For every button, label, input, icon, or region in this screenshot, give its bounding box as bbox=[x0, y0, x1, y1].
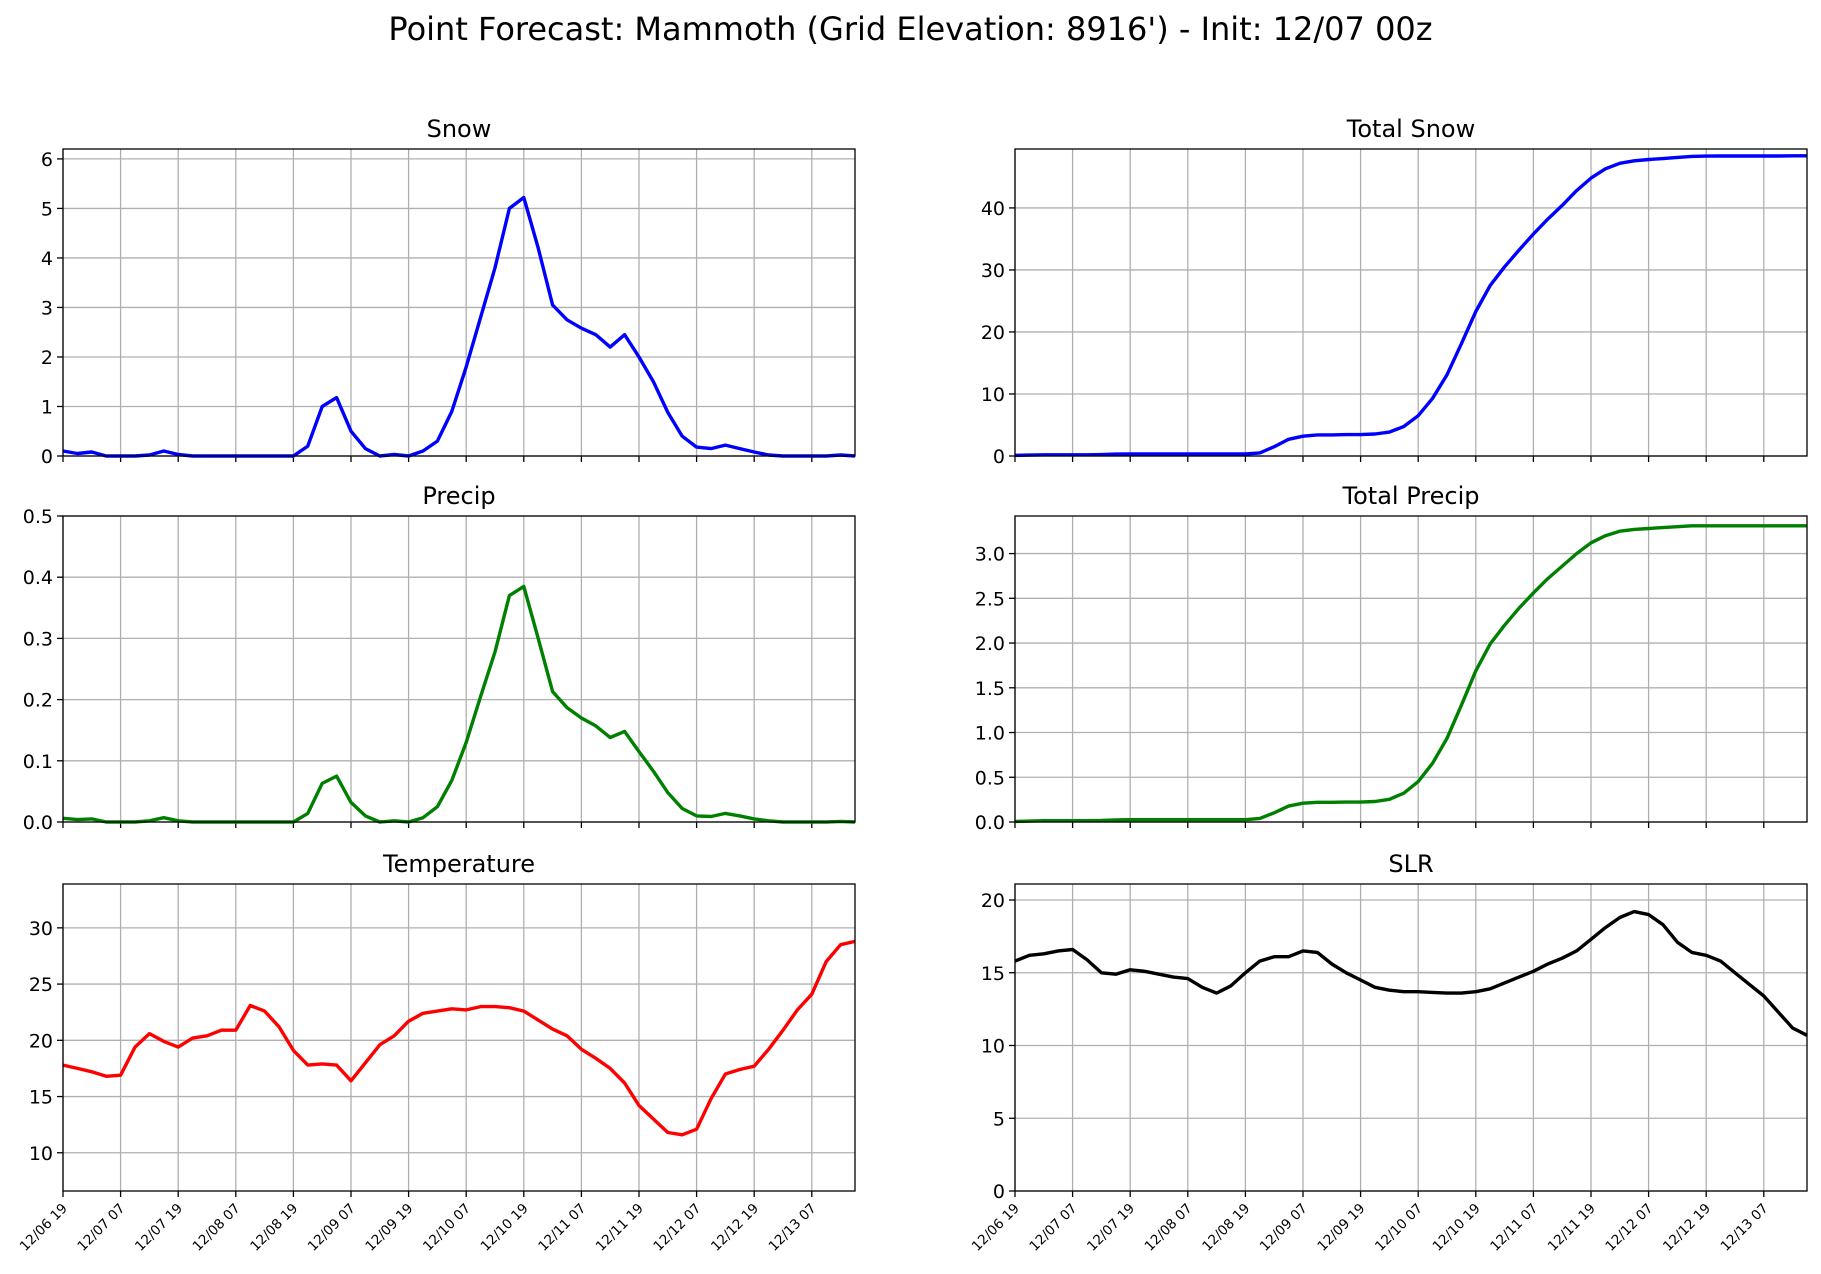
snow-y-tick-label: 0 bbox=[41, 446, 53, 468]
temperature-x-tick-label: 12/12 19 bbox=[708, 1201, 762, 1255]
temperature-x-tick-label: 12/13 07 bbox=[766, 1201, 820, 1255]
slr-x-tick-label: 12/10 07 bbox=[1372, 1201, 1426, 1255]
total-snow-y-tick-label: 10 bbox=[981, 384, 1005, 406]
slr-title: SLR bbox=[1388, 850, 1433, 878]
slr-y-tick-label: 10 bbox=[981, 1036, 1005, 1058]
precip-y-tick-label: 0.5 bbox=[23, 506, 53, 528]
temperature-x-tick-label: 12/09 07 bbox=[305, 1201, 359, 1255]
precip-panel: Precip 0.0 0.1 0.2 0.3 0.4 0.5 bbox=[23, 482, 856, 834]
precip-y-tick-label: 0.0 bbox=[23, 812, 53, 834]
temperature-y-tick-label: 20 bbox=[29, 1030, 53, 1052]
temperature-x-tick-label: 12/11 07 bbox=[535, 1201, 589, 1255]
snow-axes-frame bbox=[62, 148, 856, 457]
snow-series-line bbox=[62, 195, 856, 458]
total-snow-y-tick-label: 0 bbox=[993, 446, 1005, 468]
total-precip-y-tick-label: 1.5 bbox=[975, 678, 1005, 700]
total-snow-y-tick-label: 30 bbox=[981, 260, 1005, 282]
slr-x-tick-label: 12/06 19 bbox=[969, 1201, 1023, 1255]
precip-series-line bbox=[62, 584, 856, 824]
total-precip-title: Total Precip bbox=[1342, 482, 1480, 510]
temperature-x-tick-label: 12/06 19 bbox=[17, 1201, 71, 1255]
slr-x-tick-label: 12/09 07 bbox=[1257, 1201, 1311, 1255]
slr-y-tick-label: 5 bbox=[993, 1108, 1005, 1130]
temperature-x-tick-label: 12/10 07 bbox=[420, 1201, 474, 1255]
snow-title: Snow bbox=[427, 115, 492, 143]
total-snow-axes-frame bbox=[1014, 148, 1808, 457]
total-snow-title: Total Snow bbox=[1346, 115, 1475, 143]
total-precip-series-line bbox=[1014, 524, 1807, 824]
figure-title: Point Forecast: Mammoth (Grid Elevation:… bbox=[388, 10, 1432, 48]
total-precip-axes-frame bbox=[1014, 515, 1808, 823]
temperature-x-tick-label: 12/09 19 bbox=[362, 1201, 416, 1255]
total-precip-y-tick-label: 1.0 bbox=[975, 723, 1005, 745]
precip-title: Precip bbox=[422, 482, 495, 510]
total-snow-series-line bbox=[1014, 154, 1807, 458]
precip-axes-frame bbox=[62, 515, 856, 823]
slr-x-tick-label: 12/12 19 bbox=[1660, 1201, 1714, 1255]
slr-x-tick-label: 12/08 19 bbox=[1199, 1201, 1253, 1255]
slr-x-tick-label: 12/11 19 bbox=[1545, 1201, 1599, 1255]
total-precip-y-tick-label: 3.0 bbox=[975, 544, 1005, 566]
snow-y-tick-label: 6 bbox=[41, 149, 53, 171]
slr-y-tick-label: 20 bbox=[981, 890, 1005, 912]
total-precip-y-tick-label: 2.0 bbox=[975, 633, 1005, 655]
slr-x-tick-label: 12/11 07 bbox=[1487, 1201, 1541, 1255]
snow-panel: Snow 0 1 2 3 4 5 6 bbox=[41, 115, 856, 468]
slr-y-tick-label: 0 bbox=[993, 1181, 1005, 1203]
precip-y-tick-label: 0.3 bbox=[23, 628, 53, 650]
total-precip-panel: Total Precip 0.0 0.5 1.0 1.5 2.0 2.5 3.0 bbox=[975, 482, 1808, 834]
temperature-axes-frame bbox=[62, 883, 856, 1192]
slr-axes-frame bbox=[1014, 883, 1808, 1192]
precip-y-tick-label: 0.2 bbox=[23, 690, 53, 712]
slr-panel: SLR 12/06 19 12/07 07 12/07 19 12/08 07 12/08… bbox=[969, 850, 1808, 1255]
precip-y-tick-label: 0.1 bbox=[23, 751, 53, 773]
snow-y-tick-label: 3 bbox=[41, 297, 53, 319]
temperature-y-tick-label: 25 bbox=[29, 974, 53, 996]
temperature-y-tick-label: 15 bbox=[29, 1087, 53, 1109]
temperature-x-tick-label: 12/11 19 bbox=[593, 1201, 647, 1255]
slr-x-tick-label: 12/08 07 bbox=[1142, 1201, 1196, 1255]
temperature-x-tick-label: 12/07 07 bbox=[74, 1201, 128, 1255]
total-snow-y-tick-label: 40 bbox=[981, 198, 1005, 220]
total-precip-y-tick-label: 2.5 bbox=[975, 588, 1005, 610]
slr-x-tick-label: 12/07 19 bbox=[1084, 1201, 1138, 1255]
slr-x-tick-label: 12/13 07 bbox=[1718, 1201, 1772, 1255]
total-snow-panel: Total Snow 0 10 20 30 40 bbox=[981, 115, 1808, 468]
slr-x-tick-label: 12/10 19 bbox=[1430, 1201, 1484, 1255]
snow-y-tick-label: 2 bbox=[41, 347, 53, 369]
total-precip-y-tick-label: 0.5 bbox=[975, 767, 1005, 789]
temperature-x-tick-label: 12/08 19 bbox=[247, 1201, 301, 1255]
total-precip-y-tick-label: 0.0 bbox=[975, 812, 1005, 834]
temperature-x-tick-label: 12/10 19 bbox=[478, 1201, 532, 1255]
slr-y-tick-label: 15 bbox=[981, 963, 1005, 985]
slr-x-tick-label: 12/07 07 bbox=[1026, 1201, 1080, 1255]
snow-y-tick-label: 4 bbox=[41, 248, 53, 270]
total-snow-y-tick-label: 20 bbox=[981, 322, 1005, 344]
slr-series-line bbox=[1014, 909, 1808, 1037]
temperature-y-tick-label: 30 bbox=[29, 918, 53, 940]
temperature-x-tick-label: 12/08 07 bbox=[190, 1201, 244, 1255]
temperature-title: Temperature bbox=[382, 850, 535, 878]
temperature-series-line bbox=[62, 939, 856, 1137]
temperature-y-tick-label: 10 bbox=[29, 1143, 53, 1165]
temperature-x-tick-label: 12/07 19 bbox=[132, 1201, 186, 1255]
slr-x-tick-label: 12/12 07 bbox=[1602, 1201, 1656, 1255]
temperature-x-tick-label: 12/12 07 bbox=[650, 1201, 704, 1255]
slr-x-tick-label: 12/09 19 bbox=[1314, 1201, 1368, 1255]
snow-y-tick-label: 5 bbox=[41, 198, 53, 220]
snow-y-tick-label: 1 bbox=[41, 396, 53, 418]
precip-y-tick-label: 0.4 bbox=[23, 567, 53, 589]
